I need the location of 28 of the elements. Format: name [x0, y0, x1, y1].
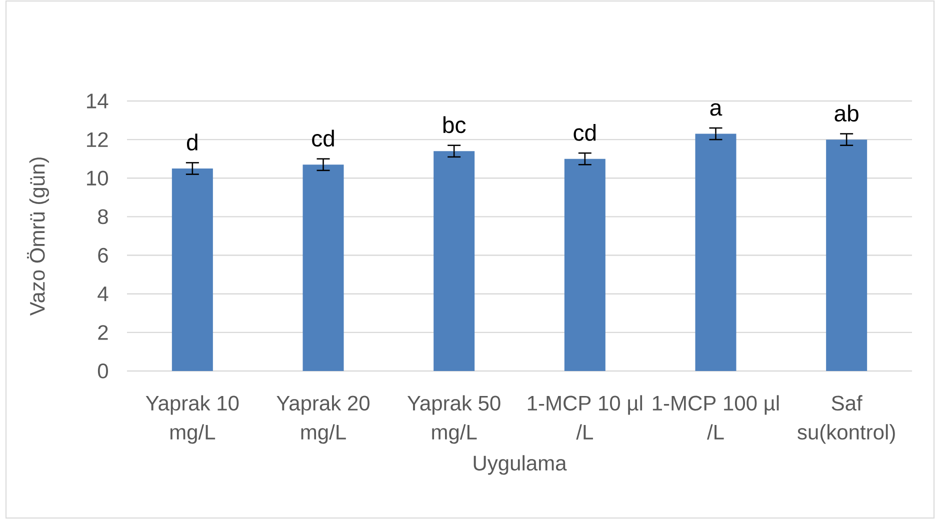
y-tick-label: 12 — [87, 132, 108, 147]
x-tick-label: Yaprak 10 mg/L — [146, 395, 239, 444]
y-tick-label: 4 — [98, 286, 108, 302]
x-tick-label: 1-MCP 100 µl /L — [652, 395, 779, 440]
x-tick-label: Yaprak 50 mg/L — [407, 395, 500, 444]
annotation: bc — [443, 116, 466, 134]
y-tick-label: 10 — [87, 170, 108, 186]
y-tick-label: 6 — [98, 248, 108, 263]
bar — [826, 140, 868, 371]
annotation: d — [187, 134, 198, 150]
y-tick-label: 2 — [98, 325, 108, 340]
x-tick-label: 1-MCP 10 µl /L — [528, 395, 642, 440]
y-tick-label: 8 — [98, 209, 108, 224]
annotation: cd — [574, 124, 596, 141]
bar — [695, 134, 736, 371]
x-tick-label: Saf su(kontrol) — [798, 395, 895, 444]
bar — [434, 151, 475, 371]
y-tick-label: 0 — [98, 364, 108, 378]
x-tick-label: Yaprak 20 mg/L — [276, 395, 370, 444]
annotation: cd — [312, 130, 334, 147]
y-tick-label: 14 — [87, 94, 108, 108]
annotation: ab — [834, 104, 858, 122]
y-axis-title: Vazo Ömrü (gün) — [27, 158, 49, 316]
bar — [172, 168, 213, 371]
bar — [564, 158, 606, 371]
annotation: a — [710, 103, 722, 116]
x-axis-title: Uygulama — [474, 455, 567, 475]
bar — [302, 164, 344, 371]
